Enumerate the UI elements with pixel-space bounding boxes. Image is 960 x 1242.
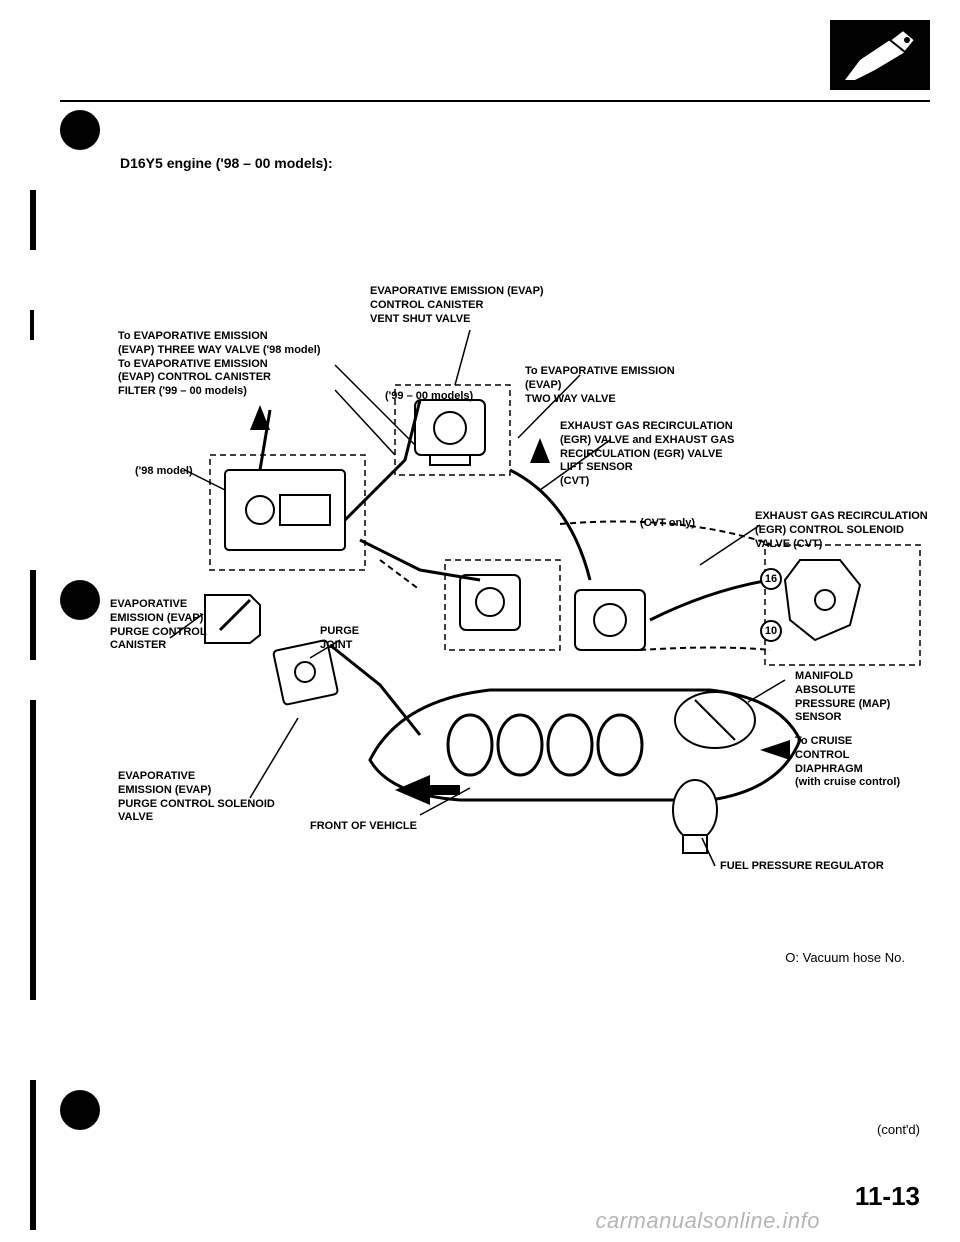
hose-num-16: 16 <box>760 568 782 590</box>
label-cruise: To CRUISE CONTROL DIAPHRAGM (with cruise… <box>795 735 900 790</box>
label-purge-joint: PURGE JOINT <box>320 625 359 653</box>
label-evap-purge-canister: EVAPORATIVE EMISSION (EVAP) PURGE CONTRO… <box>110 598 207 653</box>
label-evap-purge-solenoid: EVAPORATIVE EMISSION (EVAP) PURGE CONTRO… <box>118 770 275 825</box>
label-to-evap-2way: To EVAPORATIVE EMISSION (EVAP) TWO WAY V… <box>525 365 675 406</box>
label-egr-solenoid: EXHAUST GAS RECIRCULATION (EGR) CONTROL … <box>755 510 928 551</box>
label-99-00-models: ('99 – 00 models) <box>385 390 473 404</box>
legend: O: Vacuum hose No. <box>785 950 905 965</box>
page-number: 11-13 <box>855 1181 920 1212</box>
hose-num-10: 10 <box>760 620 782 642</box>
contd: (cont'd) <box>877 1122 920 1137</box>
label-to-evap-3way: To EVAPORATIVE EMISSION (EVAP) THREE WAY… <box>118 330 321 399</box>
label-fuel-reg: FUEL PRESSURE REGULATOR <box>720 860 884 874</box>
label-evap-vent: EVAPORATIVE EMISSION (EVAP) CONTROL CANI… <box>370 285 544 326</box>
label-map-sensor: MANIFOLD ABSOLUTE PRESSURE (MAP) SENSOR <box>795 670 890 725</box>
page: D16Y5 engine ('98 – 00 models): <box>0 0 960 1242</box>
label-egr-valve: EXHAUST GAS RECIRCULATION (EGR) VALVE an… <box>560 420 734 489</box>
watermark: carmanualsonline.info <box>595 1208 820 1234</box>
label-cvt-only: (CVT only) <box>640 517 695 531</box>
label-front: FRONT OF VEHICLE <box>310 820 417 834</box>
label-98-model: ('98 model) <box>135 465 193 479</box>
